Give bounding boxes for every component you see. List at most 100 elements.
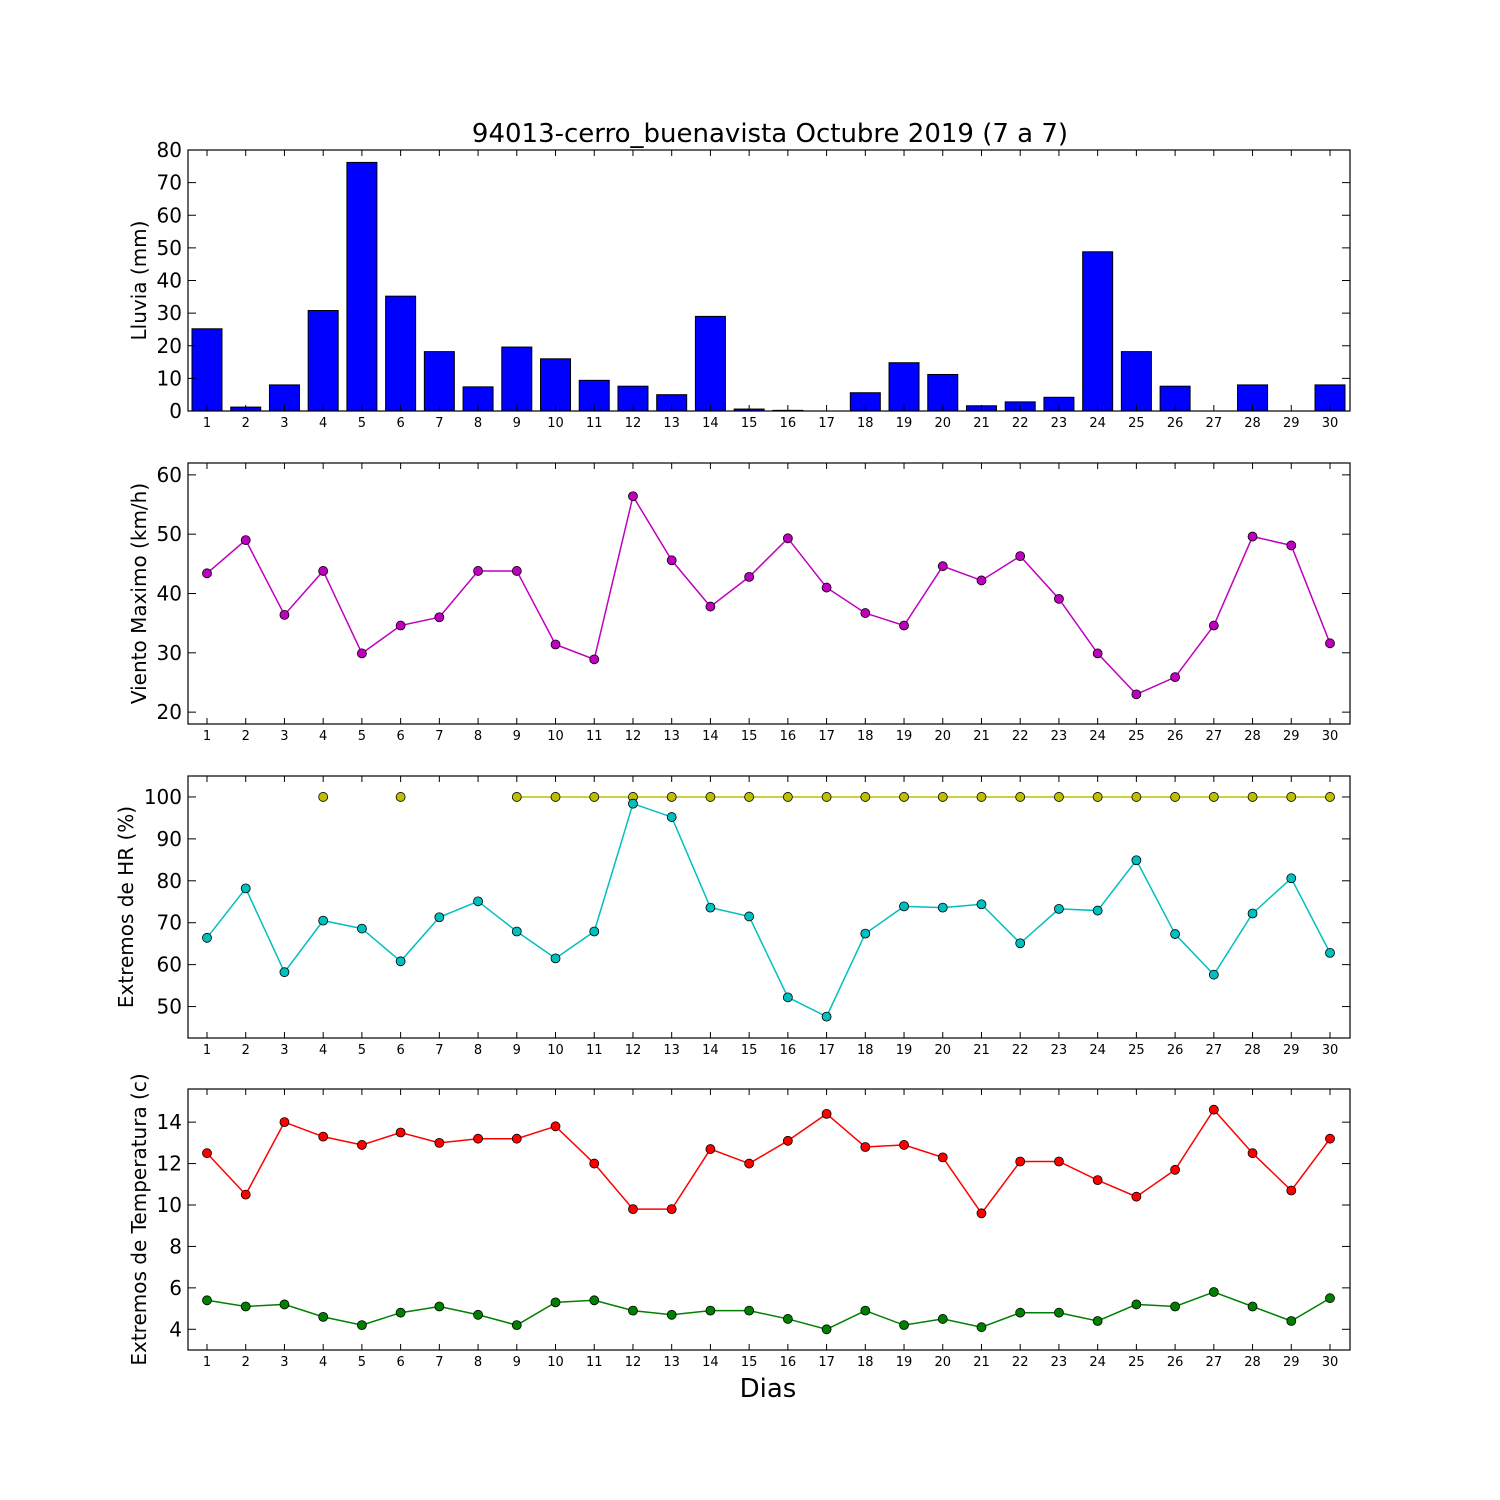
point-day-16 [782,533,793,544]
y-tick-label: 20 [157,334,182,358]
point-day-22 [1015,1156,1026,1167]
point-day-3 [279,609,290,620]
point-day-15 [744,792,755,802]
x-tick-label: 21 [973,729,990,744]
bar-day-3 [268,384,300,412]
y-axis-label: Extremos de Temperatura (c) [127,1073,151,1365]
point-day-24 [1092,1316,1103,1326]
plot-frame [187,1088,1351,1351]
point-day-16 [782,1314,793,1324]
point-day-13 [666,792,677,802]
point-day-13 [666,555,677,566]
x-tick-label: 26 [1167,729,1184,744]
x-tick-label: 4 [319,416,327,431]
x-tick-label: 25 [1128,416,1145,431]
point-day-28 [1247,531,1258,542]
x-tick-label: 1 [203,416,211,431]
x-tick-label: 9 [513,1043,521,1058]
point-day-26 [1170,672,1180,683]
point-day-18 [860,792,871,802]
series-1 [202,491,1335,700]
x-tick-label: 14 [702,416,719,431]
point-day-27 [1208,1287,1219,1297]
point-day-19 [899,792,909,802]
bar-day-9 [501,346,533,412]
point-day-3 [279,1117,290,1128]
point-day-25 [1131,1191,1142,1202]
point-day-2 [240,1301,251,1312]
x-tick-label: 15 [741,1355,758,1370]
point-day-28 [1247,1301,1258,1312]
x-tick-label: 24 [1089,729,1106,744]
x-tick-label: 2 [242,416,250,431]
point-day-11 [589,1158,600,1169]
x-tick-label: 12 [625,416,642,431]
x-tick-label: 6 [396,1355,404,1370]
x-tick-label: 19 [896,416,913,431]
point-day-21 [976,1208,987,1219]
point-day-30 [1325,948,1335,958]
x-tick-label: 5 [358,1043,366,1058]
x-tick-label: 24 [1089,416,1106,431]
bar-day-1 [191,328,223,412]
x-tick-label: 21 [973,1043,990,1058]
point-day-25 [1131,689,1142,700]
y-tick-label: 70 [157,911,182,935]
point-day-14 [705,1144,716,1154]
x-tick-label: 5 [358,1355,366,1370]
y-tick-label: 10 [157,1193,182,1217]
point-day-20 [937,561,948,572]
x-tick-label: 11 [586,1043,603,1058]
x-tick-label: 14 [702,1043,719,1058]
x-tick-label: 6 [396,1043,404,1058]
point-day-13 [666,1204,677,1215]
point-day-17 [821,1108,832,1119]
y-tick-label: 40 [157,269,182,293]
point-day-27 [1208,1104,1219,1115]
point-day-8 [473,566,483,576]
x-tick-label: 13 [663,729,680,744]
x-tick-label: 24 [1089,1355,1106,1370]
point-day-14 [705,792,716,802]
x-tick-label: 19 [896,1355,913,1370]
point-day-10 [550,792,561,802]
point-day-20 [937,902,948,913]
point-day-29 [1286,540,1297,551]
x-tick-label: 27 [1206,1043,1223,1058]
point-day-21 [976,1322,987,1333]
x-tick-label: 7 [435,416,443,431]
x-tick-label: 12 [625,1355,642,1370]
point-day-22 [1015,551,1026,562]
x-tick-label: 23 [1051,729,1068,744]
point-day-14 [705,902,716,913]
x-tick-label: 22 [1012,729,1029,744]
point-day-30 [1325,792,1335,802]
x-tick-label: 23 [1051,1355,1068,1370]
x-tick-label: 4 [319,1043,327,1058]
x-tick-label: 20 [934,1043,951,1058]
x-tick-label: 15 [741,729,758,744]
x-tick-label: 28 [1244,1355,1261,1370]
point-day-19 [899,620,909,631]
y-tick-label: 100 [144,785,182,809]
point-day-11 [589,654,600,665]
point-day-4 [318,792,329,802]
plot-frame [187,775,1351,1039]
point-day-30 [1325,638,1335,649]
point-day-27 [1208,620,1219,631]
y-tick-label: 70 [157,171,182,195]
point-day-18 [860,1305,871,1316]
x-tick-label: 22 [1012,1355,1029,1370]
point-day-11 [589,1295,600,1306]
point-day-25 [1131,792,1142,802]
x-tick-label: 18 [857,729,874,744]
x-axis-label: Dias [740,1374,797,1404]
point-day-8 [473,896,483,907]
x-tick-label: 10 [547,1043,564,1058]
y-tick-label: 40 [157,582,182,606]
point-day-18 [860,928,871,939]
x-tick-label: 17 [818,1043,835,1058]
